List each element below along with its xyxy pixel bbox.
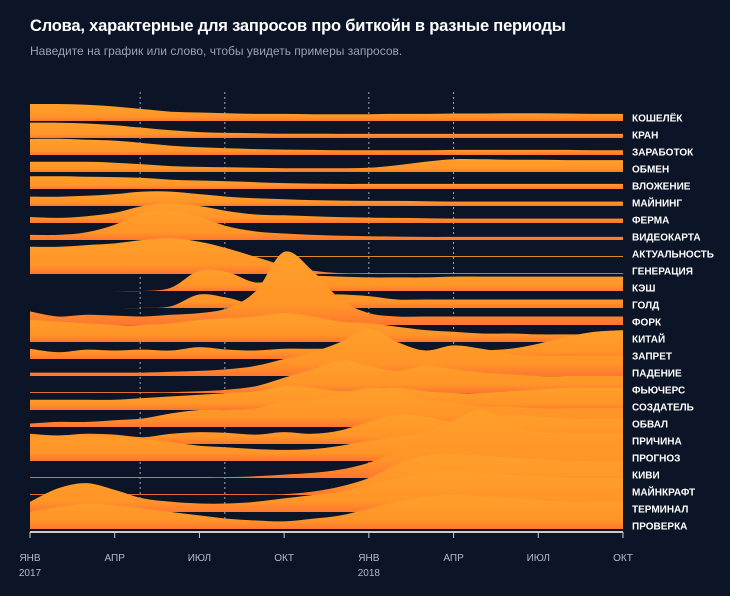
- series-label[interactable]: ОБВАЛ: [632, 420, 668, 431]
- x-axis: ЯНВ 2017 АПР ИЮЛ ОКТ ЯНВ 2018 АПР ИЮЛ ОКТ: [19, 531, 633, 579]
- series-label[interactable]: ПАДЕНИЕ: [632, 369, 682, 380]
- series-label[interactable]: ФОРК: [632, 318, 662, 329]
- series-label[interactable]: КРАН: [632, 131, 658, 142]
- series-label[interactable]: ПРИЧИНА: [632, 437, 682, 448]
- series-label[interactable]: ПРОГНОЗ: [632, 454, 680, 465]
- ridge-25[interactable]: [30, 495, 623, 529]
- x-tick-year: 2018: [358, 568, 381, 579]
- series-label[interactable]: ОБМЕН: [632, 165, 669, 176]
- x-tick-year: 2017: [19, 568, 42, 579]
- ridge-17[interactable]: [30, 360, 623, 393]
- ridge-11[interactable]: [30, 269, 623, 292]
- series-label[interactable]: ВИДЕОКАРТА: [632, 233, 701, 244]
- ridges[interactable]: [30, 103, 623, 529]
- ridge-8[interactable]: [30, 210, 623, 240]
- x-tick-label: ОКТ: [274, 553, 294, 564]
- series-label[interactable]: СОЗДАТЕЛЬ: [632, 403, 694, 414]
- ridge-16[interactable]: [30, 328, 623, 376]
- series-label[interactable]: ВЛОЖЕНИЕ: [632, 182, 691, 193]
- series-label[interactable]: МАЙНИНГ: [632, 197, 682, 210]
- ridge-3[interactable]: [30, 138, 623, 155]
- ridge-4[interactable]: [30, 159, 623, 172]
- x-tick-label: ОКТ: [613, 553, 633, 564]
- ridge-5[interactable]: [30, 176, 623, 189]
- series-label[interactable]: ЗАРАБОТОК: [632, 148, 694, 159]
- x-tick-label: АПР: [443, 553, 464, 564]
- ridge-7[interactable]: [30, 203, 623, 223]
- series-label[interactable]: КЭШ: [632, 284, 655, 295]
- series-label[interactable]: МАЙНКРАФТ: [632, 486, 695, 499]
- ridge-14[interactable]: [30, 313, 623, 342]
- series-labels[interactable]: КОШЕЛЁК КРАН ЗАРАБОТОК ОБМЕН ВЛОЖЕНИЕ МАЙНИНГ…: [632, 112, 714, 533]
- series-label[interactable]: КОШЕЛЁК: [632, 112, 683, 125]
- series-label[interactable]: КИВИ: [632, 471, 660, 482]
- series-label[interactable]: ГЕНЕРАЦИЯ: [632, 267, 693, 278]
- ridge-13[interactable]: [30, 251, 623, 325]
- x-tick-label: ЯНВ: [358, 553, 379, 564]
- series-label[interactable]: ПРОВЕРКА: [632, 522, 687, 533]
- ridge-6[interactable]: [30, 191, 623, 206]
- series-label[interactable]: КИТАЙ: [632, 333, 665, 346]
- chart-title: Слова, характерные для запросов про битк…: [30, 17, 566, 35]
- ridge-2[interactable]: [30, 122, 623, 138]
- x-tick-label: АПР: [105, 553, 126, 564]
- series-label[interactable]: ФЕРМА: [632, 216, 669, 227]
- x-tick-label: ЯНВ: [19, 553, 40, 564]
- series-label[interactable]: ЗАПРЕТ: [632, 352, 672, 363]
- series-label[interactable]: ФЬЮЧЕРС: [632, 386, 685, 397]
- ridge-10[interactable]: [30, 238, 623, 274]
- x-tick-label: ИЮЛ: [188, 553, 211, 564]
- series-label[interactable]: ГОЛД: [632, 301, 659, 312]
- x-tick-label: ИЮЛ: [527, 553, 550, 564]
- ridge-1[interactable]: [30, 103, 623, 121]
- series-label[interactable]: ТЕРМИНАЛ: [632, 505, 688, 516]
- chart-subtitle: Наведите на график или слово, чтобы увид…: [30, 44, 403, 58]
- series-label[interactable]: АКТУАЛЬНОСТЬ: [632, 250, 714, 261]
